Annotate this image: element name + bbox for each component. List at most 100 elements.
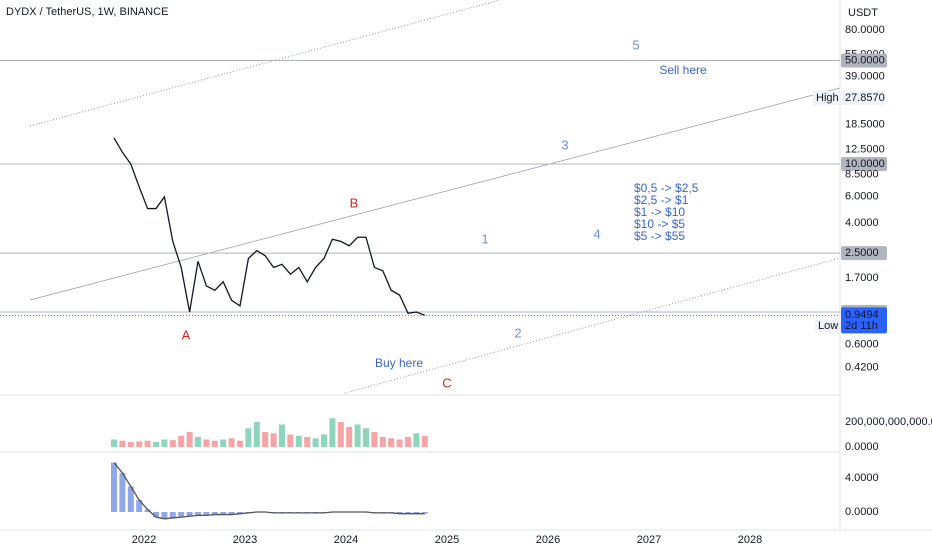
note: $0,5 -> $2,5 [634,181,699,195]
volume-bar [195,437,201,447]
current-box [841,307,887,334]
x-tick-label: 2024 [334,534,358,546]
osc-bar [405,512,411,514]
volume-bar [119,440,126,447]
symbol-title: DYDX / TetherUS, 1W, BINANCE [6,6,168,18]
y-tick-label: 0.6000 [845,339,879,351]
note: $1 -> $10 [634,205,685,219]
volume-bar [295,435,302,447]
volume-bar [379,437,386,447]
y-tick-label: 2.5000 [845,247,879,259]
volume-bar [270,433,277,447]
volume-bar [144,440,151,447]
osc-tick-label: 4.0000 [845,472,879,484]
x-tick-label: 2027 [637,534,661,546]
volume-bar [279,424,285,447]
volume-bar [388,438,395,447]
osc-bar [119,472,126,512]
volume-tick-label: 0.0000 [845,441,879,453]
osc-bar [396,512,403,514]
volume-bar [153,442,159,447]
osc-bar [161,512,168,519]
wave-label: 1 [481,231,488,246]
y-tick-label: 12.5000 [845,144,885,156]
channel-line [29,87,841,301]
level-box [841,246,887,261]
high-label: High [816,92,839,104]
currency[interactable]: USDT [848,7,878,19]
volume-bar [371,432,378,447]
wave-label: 4 [593,226,600,241]
osc-bar [127,486,134,512]
y-tick-label: 6.0000 [845,191,879,203]
wave-label: B [350,195,359,210]
volume-bar [346,427,353,447]
osc-bar [203,512,210,516]
sell-label: Sell here [659,63,707,77]
osc-bar [111,462,117,512]
osc-bar [144,509,151,512]
volume-bar [321,434,327,447]
osc-bar [178,512,185,518]
osc-tick-label: 0.0000 [845,506,879,518]
y-tick-label: 50.0000 [845,54,885,66]
volume-bar [287,434,294,447]
y-tick-label: 10.0000 [845,158,885,170]
volume-bar [245,428,252,447]
volume-bar [228,438,235,447]
osc-bar [169,512,176,518]
price-line [113,137,426,316]
volume-bar [186,432,193,447]
y-tick-label: 18.5000 [845,118,885,130]
volume-bar [262,432,269,447]
low-label: Low [818,320,838,332]
volume-bar [337,422,344,447]
volume-bar [312,438,319,447]
y-tick-label: 80.0000 [845,24,885,36]
y-tick-label: 1.7000 [845,272,879,284]
wave-label: 2 [514,325,521,340]
volume-bar [405,437,411,447]
osc-bar [211,512,218,515]
volume-bar [413,433,420,447]
volume-bar [237,440,243,447]
x-tick-label: 2025 [435,534,459,546]
osc-bar [153,512,159,518]
volume-tick-label: 200,000,000,000.0000 [845,416,932,428]
level-box [841,157,887,171]
wave-label: C [442,375,451,390]
note: $2,5 -> $1 [634,193,689,207]
buy-label: Buy here [375,356,423,370]
osc-bar [136,500,143,512]
volume-bar [136,441,143,447]
volume-bar [421,435,428,447]
y-tick-label: 8.5000 [845,168,879,180]
x-tick-label: 2026 [536,534,560,546]
note: $5 -> $55 [634,229,685,243]
x-tick-label: 2022 [132,534,156,546]
wave-label: 3 [561,137,568,152]
osc-line [113,462,425,520]
volume-bar [203,439,210,447]
volume-bar [396,439,403,447]
y-tick-label: 39.0000 [845,70,885,82]
osc-bar [195,512,201,516]
volume-bar [304,437,311,447]
volume-bar [178,435,185,447]
y-tick-label: 4.0000 [845,217,879,229]
volume-bar [161,439,168,447]
note: $10 -> $5 [634,217,685,231]
high-value: 27.8570 [845,92,885,104]
level-box [841,53,887,68]
volume-bar [363,428,369,447]
wave-label: 5 [632,37,639,52]
osc-bar [421,512,428,514]
volume-bar [329,418,336,447]
channel-line [29,0,501,127]
osc-bar [413,512,420,514]
osc-bar [237,512,243,514]
y-tick-label: 0.4200 [845,362,879,374]
x-tick-label: 2028 [738,534,762,546]
